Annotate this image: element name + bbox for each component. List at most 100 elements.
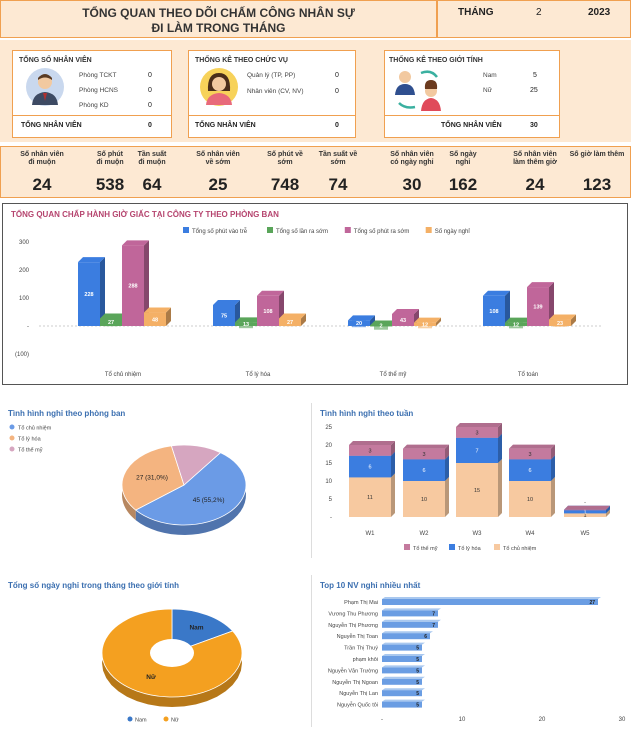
gender-label: Nữ: [483, 87, 493, 94]
card-by-gender: THỐNG KÊ THEO GIỚI TÍNH Nam 5 Nữ 25 TỔNG…: [384, 50, 560, 138]
data-label: 5: [416, 703, 419, 709]
dept-pie-chart: Tổ chủ nhiệm Tổ lý hóa Tổ thể mỹ 45 (55,2%)…: [9, 424, 247, 535]
data-label: 1: [583, 513, 586, 519]
data-label: -: [584, 500, 586, 506]
data-label: 12: [513, 322, 519, 328]
top10-bar-chart: Phạm Thị Mai 27 Vương Thu Phương 7 Nguyễn Th…: [328, 597, 626, 723]
stat-label: Tần suất về sớm: [318, 151, 358, 166]
bar: 6: [382, 631, 433, 640]
bar: 5: [382, 654, 425, 663]
legend-entry: Nữ: [163, 716, 179, 724]
data-label: 6: [424, 634, 427, 640]
legend-entry: Tổ thể mỹ: [9, 446, 43, 454]
legend-entry: Tổng số phút vào trễ: [183, 227, 248, 235]
dept-value: 0: [148, 102, 152, 109]
legend-entry: Tổ thể mỹ: [404, 544, 438, 552]
total-value: 30: [530, 122, 538, 129]
data-label: 108: [489, 309, 498, 315]
stack-segment: 15: [456, 459, 502, 517]
chart-title: Top 10 NV nghỉ nhiều nhất: [320, 581, 421, 590]
legend-entry: Tổng số lần ra sớm: [267, 227, 328, 235]
data-label: 7: [432, 623, 435, 629]
category-label: Nguyễn Quốc tôi: [337, 702, 378, 709]
bar: 7: [382, 619, 441, 629]
category-label: Phạm Thị Mai: [344, 600, 378, 606]
y-tick-label: -: [330, 515, 332, 521]
card-by-position: THỐNG KÊ THEO CHỨC VỤ Quản lý (TP, PP) 0…: [188, 50, 356, 138]
category-label: W3: [473, 531, 483, 537]
legend-entry: Tổng số phút ra sớm: [344, 227, 410, 235]
bar: 228: [78, 257, 105, 326]
month-label: THÁNG: [458, 7, 494, 18]
position-value: 0: [335, 72, 339, 79]
bar: 27: [382, 597, 601, 606]
y-tick-label: 25: [325, 425, 332, 431]
stat-label: Số nhân viên đi muộn: [20, 151, 64, 166]
legend-entry: Tổ chủ nhiệm: [494, 544, 537, 552]
gender-value: 25: [530, 87, 538, 94]
bar: 12: [414, 317, 441, 329]
stack-segment: 3: [349, 441, 395, 456]
data-label: 6: [368, 465, 371, 471]
bar: 7: [382, 608, 441, 617]
data-label: 3: [422, 452, 425, 458]
data-label: 43: [400, 318, 406, 324]
data-label: 139: [533, 305, 542, 311]
data-label: 5: [416, 680, 419, 686]
data-label: 5: [416, 668, 419, 674]
dept-label: Phòng KD: [79, 102, 109, 109]
attendance-bar-chart: Tổng số phút vào trễ Tổng số lần ra sớm Tổ…: [15, 227, 603, 378]
dept-value: 0: [148, 87, 152, 94]
stack-segment: 3: [403, 444, 449, 460]
category-label: W2: [420, 531, 430, 537]
x-tick-label: 30: [619, 717, 626, 723]
stack-segment: 3: [509, 444, 555, 460]
y-tick-label: 200: [19, 268, 30, 274]
category-label: Tổ thể mỹ: [380, 371, 407, 378]
gender-value: 5: [533, 72, 537, 79]
svg-text:Tổ lý hóa: Tổ lý hóa: [458, 545, 482, 552]
year-value[interactable]: 2023: [588, 7, 611, 18]
y-tick-label: (100): [15, 352, 29, 358]
pie-slice: [170, 444, 222, 486]
chart-title: Tình hình nghỉ theo phòng ban: [8, 409, 126, 418]
doughnut-hole: [150, 639, 194, 667]
stat-value: 538: [95, 175, 125, 194]
category-label: Tổ chủ nhiệm: [105, 371, 141, 378]
month-selector: THÁNG 2 2023: [437, 0, 631, 38]
card-title: TỔNG SỐ NHÂN VIÊN: [19, 57, 92, 64]
month-value[interactable]: 2: [536, 7, 542, 18]
data-label: 5: [416, 646, 419, 652]
bar: 75: [213, 300, 240, 326]
legend-entry: Số ngày nghỉ: [425, 227, 471, 235]
svg-text:Số ngày nghỉ: Số ngày nghỉ: [435, 228, 471, 235]
gender-pie-chart: Nam Nữ Nam Nữ: [101, 608, 243, 724]
data-label: 3: [475, 430, 478, 436]
y-tick-label: 15: [325, 461, 332, 467]
chart-title: Tổng số ngày nghỉ trong tháng theo giới …: [8, 581, 179, 590]
data-label: 7: [432, 611, 435, 617]
stat-value: 25: [208, 175, 228, 194]
bar: 20: [348, 315, 375, 328]
total-label: TỔNG NHÂN VIÊN: [195, 122, 256, 129]
data-label: 7: [475, 448, 478, 454]
category-label: Vương Thu Phương: [328, 611, 378, 617]
category-label: Tổ lý hóa: [246, 371, 271, 378]
data-label: 5: [416, 691, 419, 697]
title-line-1: TỔNG QUAN THEO DÕI CHẤM CÔNG NHÂN SỰ: [82, 6, 355, 20]
gender-people-icon: [395, 70, 441, 111]
data-label: 108: [263, 309, 272, 315]
category-label: Nguyễn Thị Lan: [339, 690, 378, 697]
svg-text:Nam: Nam: [135, 718, 147, 724]
stat-value: 74: [328, 175, 348, 194]
legend-entry: Tổ chủ nhiệm: [9, 424, 52, 432]
stat-value: 24: [32, 175, 52, 194]
data-label: 27: [108, 320, 114, 326]
data-label: 3: [368, 448, 371, 454]
svg-text:Tổng số phút ra sớm: Tổng số phút ra sớm: [354, 228, 410, 235]
stack-segment: 7: [456, 433, 502, 463]
data-label: 10: [421, 497, 427, 503]
category-label: Nguyễn Thị Toan: [337, 633, 378, 640]
x-tick-label: 20: [539, 717, 546, 723]
data-label: 11: [367, 495, 373, 501]
